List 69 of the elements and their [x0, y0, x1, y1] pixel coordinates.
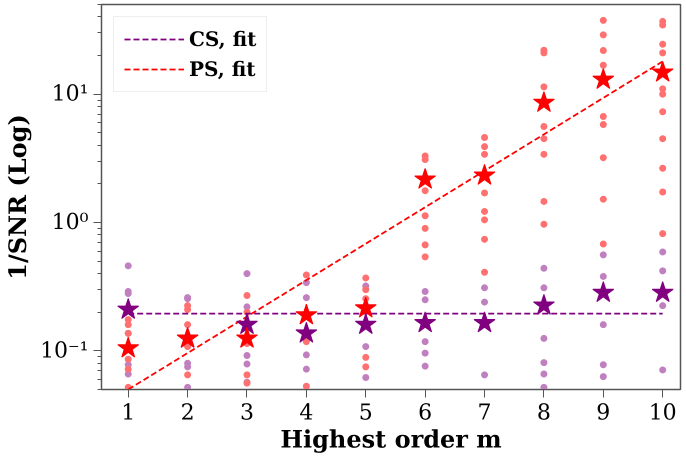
point: [422, 338, 429, 346]
point: [540, 334, 548, 342]
point: [659, 267, 666, 274]
point: [652, 60, 674, 82]
point: [236, 313, 258, 334]
point: [117, 336, 140, 358]
point: [600, 321, 607, 328]
point: [117, 298, 140, 319]
point: [540, 370, 548, 378]
point: [474, 164, 496, 185]
point: [354, 313, 377, 334]
point: [659, 302, 666, 310]
x-tick-label: 9: [596, 400, 610, 426]
y-axis-title: 1/SNR (Log): [3, 114, 32, 280]
point: [540, 284, 548, 292]
point: [302, 366, 310, 373]
point: [600, 272, 607, 280]
x-axis-title: Highest order m: [280, 424, 502, 454]
x-tick-label: 2: [180, 400, 195, 426]
x-tick-label: 1: [121, 400, 136, 426]
point: [184, 384, 192, 390]
point: [540, 359, 548, 366]
point: [422, 350, 429, 357]
point: [659, 248, 666, 256]
point: [540, 264, 548, 272]
point: [652, 281, 674, 302]
point: [236, 326, 258, 348]
y-tick-label: 10⁰: [52, 210, 89, 236]
x-tick-label: 7: [478, 400, 492, 426]
point: [302, 294, 310, 302]
point: [600, 373, 607, 380]
point: [422, 362, 429, 370]
point: [362, 374, 370, 382]
point: [532, 91, 555, 112]
point: [481, 298, 488, 306]
point: [422, 288, 429, 296]
point: [481, 371, 488, 378]
point: [592, 68, 614, 89]
x-tick-label: 4: [299, 400, 314, 426]
point: [124, 262, 132, 270]
point: [362, 343, 370, 350]
y-tick-label: 10¹: [52, 82, 89, 107]
y-tick-label: 10⁻¹: [40, 338, 89, 364]
point: [600, 251, 607, 258]
point: [592, 281, 614, 302]
x-tick-label: 8: [536, 400, 551, 426]
point: [540, 384, 548, 390]
legend-label: CS, fit: [189, 27, 256, 51]
point: [243, 270, 250, 278]
x-tick-label: 10: [648, 400, 677, 426]
x-tick-label: 5: [358, 400, 373, 426]
point: [295, 304, 318, 324]
point: [414, 311, 436, 332]
x-tick-label: 6: [418, 400, 432, 426]
point: [422, 296, 429, 304]
point: [243, 352, 250, 360]
point: [243, 303, 250, 310]
point: [600, 361, 607, 368]
point: [414, 168, 436, 189]
point: [474, 311, 496, 332]
legend-label: PS, fit: [189, 57, 256, 81]
point: [295, 322, 318, 343]
point: [532, 294, 555, 315]
point: [243, 360, 250, 368]
point: [659, 366, 666, 374]
x-tick-label: 3: [240, 400, 254, 426]
point: [354, 296, 377, 318]
point: [302, 351, 310, 358]
point: [481, 284, 488, 292]
